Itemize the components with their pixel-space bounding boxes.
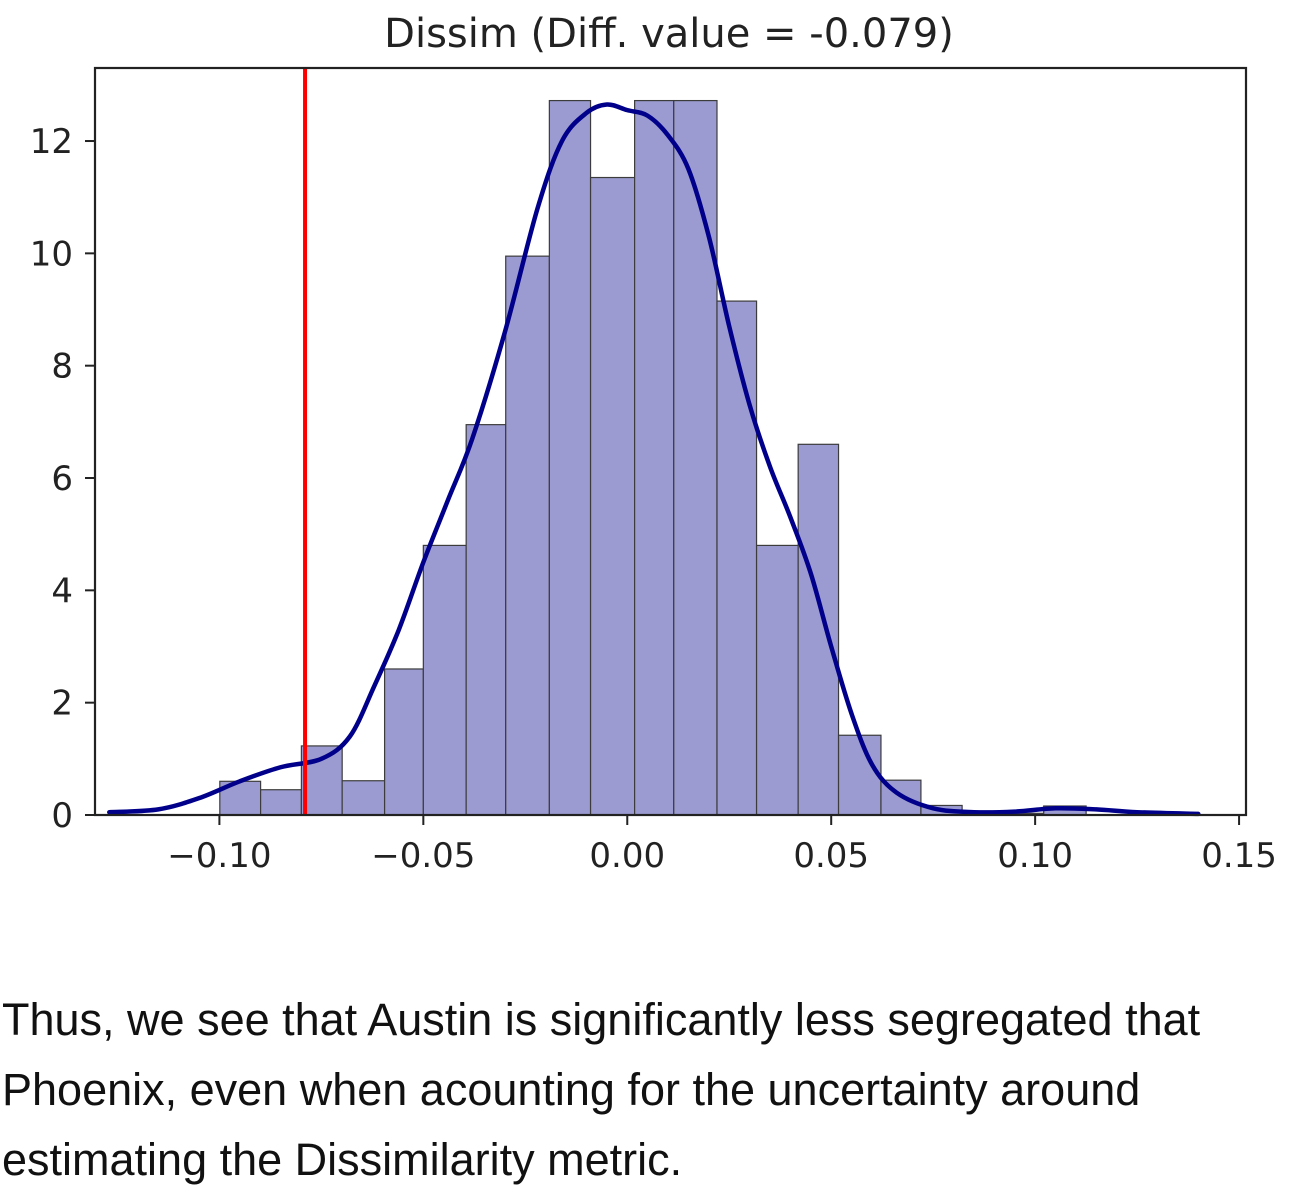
histogram-bar-6 — [465, 424, 507, 816]
y-tick-label: 0 — [51, 796, 73, 836]
axes-layer — [93, 66, 1248, 817]
histogram-bar-3 — [341, 780, 386, 816]
histogram-bar-4 — [383, 668, 424, 816]
histogram-bar-12 — [716, 300, 758, 816]
chart-figure: Dissim (Diff. value = -0.079) −0.10 −0.05… — [30, 11, 1277, 876]
plot-frame — [93, 66, 1248, 817]
histogram-bar-15 — [837, 734, 882, 816]
chart-title: Dissim (Diff. value = -0.079) — [384, 11, 954, 57]
x-tick-label: −0.05 — [371, 836, 475, 876]
histogram-bar-10 — [634, 99, 675, 816]
histogram-bar-11 — [673, 99, 718, 816]
x-tick-label: 0.00 — [589, 836, 665, 876]
histogram-bar-7 — [505, 255, 550, 816]
y-tick-label: 12 — [30, 122, 73, 162]
x-axis-ticks: −0.10 −0.05 0.00 0.05 0.10 0.15 — [167, 815, 1277, 876]
histogram-chart: Dissim (Diff. value = -0.079) −0.10 −0.05… — [30, 11, 1277, 876]
kde-layer — [107, 102, 1201, 817]
bars-layer — [219, 99, 1087, 816]
y-axis-ticks: 0 2 4 6 8 10 12 — [30, 122, 95, 836]
y-tick-label: 8 — [51, 347, 73, 387]
x-tick-label: 0.15 — [1201, 836, 1277, 876]
histogram-bar-14 — [797, 443, 840, 816]
caption-paragraph: Thus, we see that Austin is significantl… — [2, 994, 1201, 1185]
y-tick-label: 2 — [51, 684, 73, 724]
x-tick-label: 0.10 — [997, 836, 1073, 876]
histogram-bar-5 — [422, 544, 467, 816]
x-tick-label: −0.10 — [167, 836, 271, 876]
histogram-bar-9 — [589, 176, 636, 816]
histogram-bar-1 — [259, 789, 302, 816]
histogram-bar-8 — [548, 99, 592, 816]
y-tick-label: 4 — [51, 571, 73, 611]
kde-density-line — [107, 102, 1201, 817]
histogram-bar-13 — [755, 544, 799, 816]
y-tick-label: 10 — [30, 234, 73, 274]
y-tick-label: 6 — [51, 459, 73, 499]
x-tick-label: 0.05 — [793, 836, 869, 876]
